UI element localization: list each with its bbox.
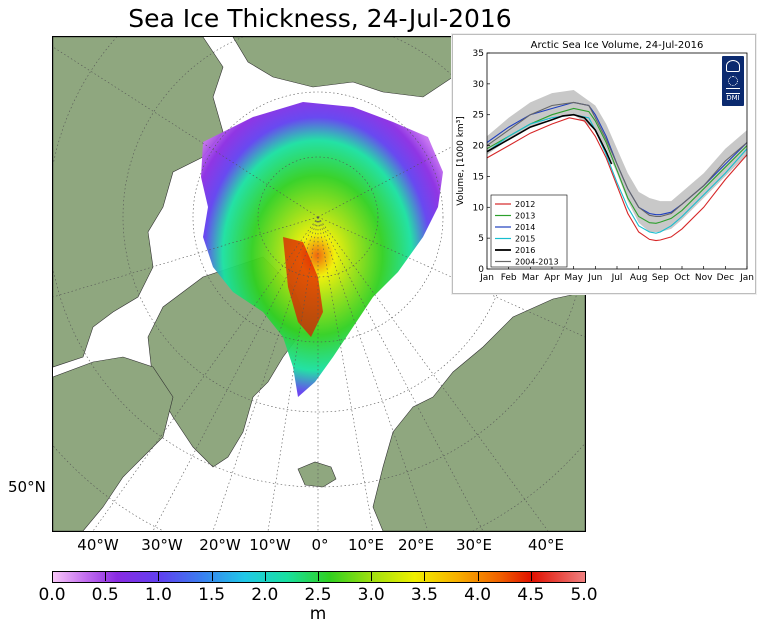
- colorbar-tick-mark: [158, 571, 160, 581]
- colorbar-tick-label: 0.5: [91, 585, 119, 605]
- colorbar-tick-mark: [477, 571, 479, 581]
- colorbar-tick-label: 3.0: [357, 585, 385, 605]
- x-tick-label: Jan: [479, 273, 494, 283]
- y-tick-label: 10: [473, 203, 485, 213]
- colorbar-tick-label: 2.5: [304, 585, 332, 605]
- colorbar-tick-mark: [105, 571, 107, 581]
- sea-ice-thickness-field: [201, 102, 443, 397]
- x-tick-label: Nov: [695, 273, 713, 283]
- x-tick-label: Aug: [630, 273, 648, 283]
- colorbar-tick-mark: [318, 571, 319, 581]
- volume-chart-inset[interactable]: Arctic Sea Ice Volume, 24-Jul-2016 0 5 10 15…: [452, 34, 756, 294]
- land-labrador: [53, 356, 174, 531]
- x-tick-label: Jun: [587, 273, 602, 283]
- y-tick-label: 5: [478, 234, 484, 244]
- x-tick-label: Jul: [611, 273, 623, 283]
- x-tick-label: Oct: [674, 273, 690, 283]
- waves-icon: [726, 88, 740, 94]
- colorbar-tick-label: 4.0: [464, 585, 492, 605]
- lon-label: 30°E: [455, 536, 493, 554]
- y-tick-label: 35: [473, 49, 484, 59]
- colorbar-tick-label: 3.5: [410, 585, 438, 605]
- lon-label: 40°W: [77, 536, 119, 554]
- y-axis-label: Volume, [1000 km³]: [456, 116, 466, 206]
- x-tick-label: Mar: [522, 273, 539, 283]
- map-title: Sea Ice Thickness, 24-Jul-2016: [128, 4, 512, 33]
- y-tick-label: 25: [473, 111, 484, 121]
- thick-ice-ridge: [283, 237, 323, 337]
- lat-label-50n: 50°N: [8, 478, 46, 496]
- chart-title: Arctic Sea Ice Volume, 24-Jul-2016: [531, 40, 704, 51]
- colorbar-tick-label: 4.5: [517, 585, 545, 605]
- colorbar-tick-label: 0.0: [38, 585, 66, 605]
- x-tick-label: Dec: [717, 273, 734, 283]
- legend-label: 2015: [515, 235, 535, 244]
- y-tick-label: 0: [478, 265, 484, 275]
- legend-label: 2004-2013: [515, 258, 559, 267]
- legend-label: 2013: [515, 212, 535, 221]
- land-canada: [53, 37, 224, 368]
- legend-label: 2014: [515, 223, 535, 232]
- x-tick-label: Jan: [739, 273, 754, 283]
- colorbar-tick-mark: [211, 571, 213, 581]
- colorbar-tick-label: 5.0: [570, 585, 598, 605]
- x-tick-label: Sep: [652, 273, 669, 283]
- series-line: [486, 117, 748, 242]
- sun-icon: [728, 76, 738, 86]
- land-scandinavia: [372, 291, 585, 531]
- colorbar-tick-mark: [371, 571, 373, 581]
- volume-chart: Arctic Sea Ice Volume, 24-Jul-2016 0 5 10 15…: [456, 40, 754, 283]
- y-tick-label: 30: [473, 80, 485, 90]
- colorbar-tick-label: 1.0: [144, 585, 172, 605]
- lon-label: 20°W: [199, 536, 241, 554]
- graticule: [53, 37, 585, 531]
- lon-label: 40°E: [527, 536, 565, 554]
- range-band: [487, 90, 747, 232]
- land-iceland: [297, 461, 337, 488]
- y-tick-label: 15: [473, 172, 484, 182]
- series-line: [486, 113, 613, 165]
- y-tick-label: 20: [473, 142, 485, 152]
- crown-icon: [726, 60, 740, 72]
- x-tick-label: May: [564, 273, 583, 283]
- colorbar-tick-mark: [264, 571, 266, 581]
- colorbar-unit: m: [309, 604, 327, 624]
- series-line: [486, 107, 748, 224]
- x-tick-label: Feb: [501, 273, 517, 283]
- lon-label: 20°E: [397, 536, 435, 554]
- land-siberia: [232, 37, 454, 98]
- lon-label: 10°E: [347, 536, 385, 554]
- colorbar-tick-label: 2.0: [251, 585, 279, 605]
- legend-label: 2016: [515, 246, 535, 255]
- series-line: [486, 114, 748, 234]
- series-line: [486, 101, 748, 218]
- colorbar-tick-label: 1.5: [198, 585, 226, 605]
- colorbar-tick-mark: [530, 571, 532, 581]
- colorbar-tick-mark: [424, 571, 426, 581]
- lon-label: 10°W: [249, 536, 291, 554]
- dmi-logo-text: DMI: [726, 94, 740, 102]
- legend-label: 2012: [515, 200, 535, 209]
- dmi-logo: DMI: [722, 56, 744, 106]
- lon-label: 0°: [311, 536, 329, 554]
- legend-box: [490, 194, 568, 268]
- colorbar: [52, 571, 586, 583]
- x-tick-label: Apr: [544, 273, 560, 283]
- lon-label: 30°W: [141, 536, 183, 554]
